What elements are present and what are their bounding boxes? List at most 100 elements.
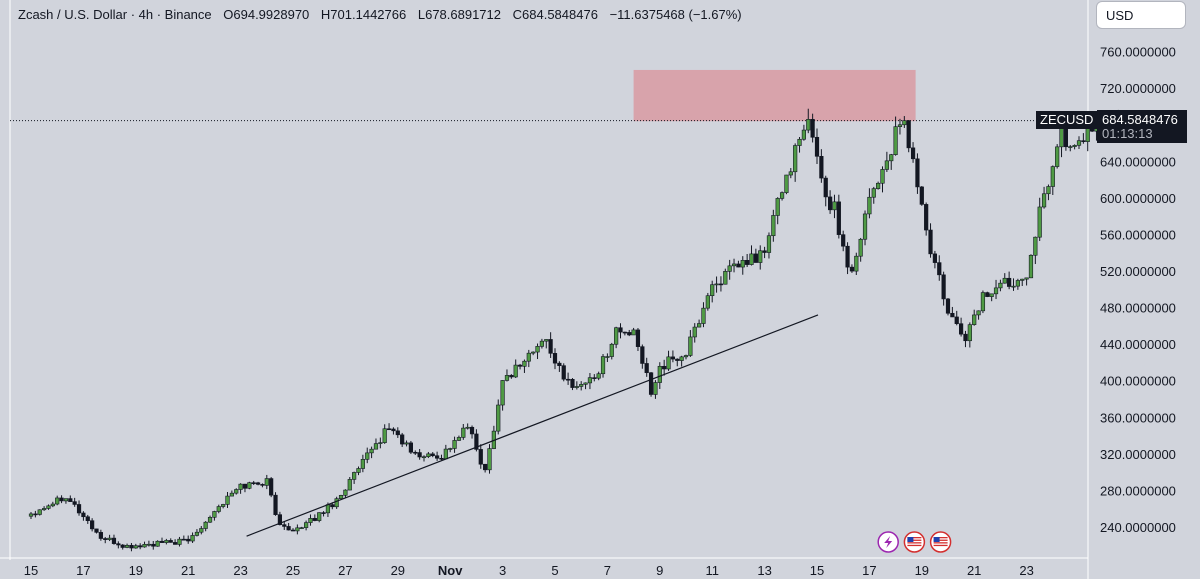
candle: [483, 463, 488, 473]
candle-body: [710, 284, 715, 297]
candle: [622, 331, 627, 336]
candle: [1002, 273, 1007, 284]
candle: [216, 504, 221, 514]
candle-body: [762, 250, 767, 253]
candle-body: [496, 404, 501, 432]
candle: [59, 495, 64, 504]
candle: [762, 246, 767, 259]
candle: [884, 151, 889, 172]
flag-stripe: [933, 537, 948, 539]
candle-body: [116, 543, 121, 546]
candle-body: [736, 263, 741, 268]
candle: [273, 492, 278, 516]
candle-body: [1011, 285, 1016, 288]
candle: [290, 528, 296, 532]
candle: [954, 310, 959, 326]
candle-body: [666, 356, 671, 370]
symbol-legend: Zcash / U.S. Dollar · 4h · Binance O694.…: [18, 7, 750, 22]
candle: [391, 427, 396, 435]
candle: [452, 436, 457, 453]
candle: [264, 474, 269, 490]
candle: [238, 483, 243, 494]
candle-body: [59, 497, 64, 502]
candle-body: [365, 452, 370, 460]
candle-body: [600, 356, 606, 375]
candle: [386, 423, 392, 431]
candle: [1033, 236, 1038, 265]
candle: [740, 256, 745, 275]
candle-body: [55, 497, 60, 505]
candle-body: [76, 504, 82, 514]
candle-body: [910, 147, 916, 160]
candle: [570, 378, 575, 391]
candle: [50, 501, 55, 508]
candle-body: [797, 138, 802, 146]
candle-body: [993, 287, 999, 295]
candle-body: [452, 440, 457, 449]
candle-body: [884, 160, 889, 170]
y-tick-label: 360.0000000: [1100, 410, 1176, 425]
candle-body: [164, 540, 169, 543]
candle: [701, 302, 706, 328]
candle-body: [806, 119, 811, 131]
currency-button[interactable]: USD: [1096, 1, 1186, 29]
candle: [312, 514, 317, 522]
candle: [142, 541, 147, 548]
candle-body: [924, 204, 929, 231]
candle: [1072, 144, 1077, 150]
candle: [369, 446, 374, 459]
resistance-zone-layer: [10, 69, 1088, 122]
candle: [745, 254, 750, 268]
candle-body: [749, 253, 754, 265]
candle: [63, 498, 69, 504]
candle-body: [640, 346, 645, 364]
candle: [902, 116, 907, 128]
candle-body: [963, 333, 968, 342]
candle: [55, 495, 60, 506]
candle: [107, 534, 112, 542]
candle: [1015, 278, 1020, 290]
candle-body: [614, 327, 619, 345]
candle: [827, 190, 833, 214]
candle: [679, 355, 684, 367]
candle: [609, 342, 614, 360]
candle-body: [937, 262, 942, 276]
candle: [94, 528, 99, 534]
symbol-title[interactable]: Zcash / U.S. Dollar · 4h · Binance: [18, 7, 212, 22]
candle: [583, 382, 588, 390]
candle-body: [81, 512, 86, 518]
us-flag-icon: [903, 531, 926, 553]
candle: [487, 444, 492, 474]
candle: [103, 536, 108, 544]
candle: [775, 197, 780, 225]
candle-body: [190, 535, 195, 542]
candle-body: [1024, 277, 1029, 280]
candle-body: [635, 329, 641, 347]
candle-body: [456, 437, 462, 441]
candle: [408, 440, 414, 455]
candle-body: [1081, 140, 1086, 142]
candle-body: [1059, 126, 1064, 148]
candle-body: [430, 453, 435, 457]
candle-body: [810, 119, 815, 138]
candle-body: [779, 192, 785, 199]
candle: [832, 194, 837, 219]
resistance-zone: [633, 69, 916, 122]
candle-body: [85, 516, 90, 522]
candle: [1046, 184, 1051, 201]
candle: [614, 326, 619, 349]
ohlc-open: O694.9928970: [223, 7, 310, 22]
x-tick-label: 11: [705, 563, 719, 578]
candle-body: [334, 498, 339, 508]
x-tick-label: 13: [757, 563, 771, 578]
candle: [779, 191, 785, 201]
candle: [919, 186, 924, 206]
y-tick-label: 320.0000000: [1100, 447, 1176, 462]
candle-body: [670, 356, 675, 360]
candle-body: [570, 378, 575, 388]
candle-body: [325, 504, 331, 514]
flash-event-icon: [877, 531, 899, 553]
candle: [41, 506, 47, 511]
candle-body: [286, 526, 291, 531]
